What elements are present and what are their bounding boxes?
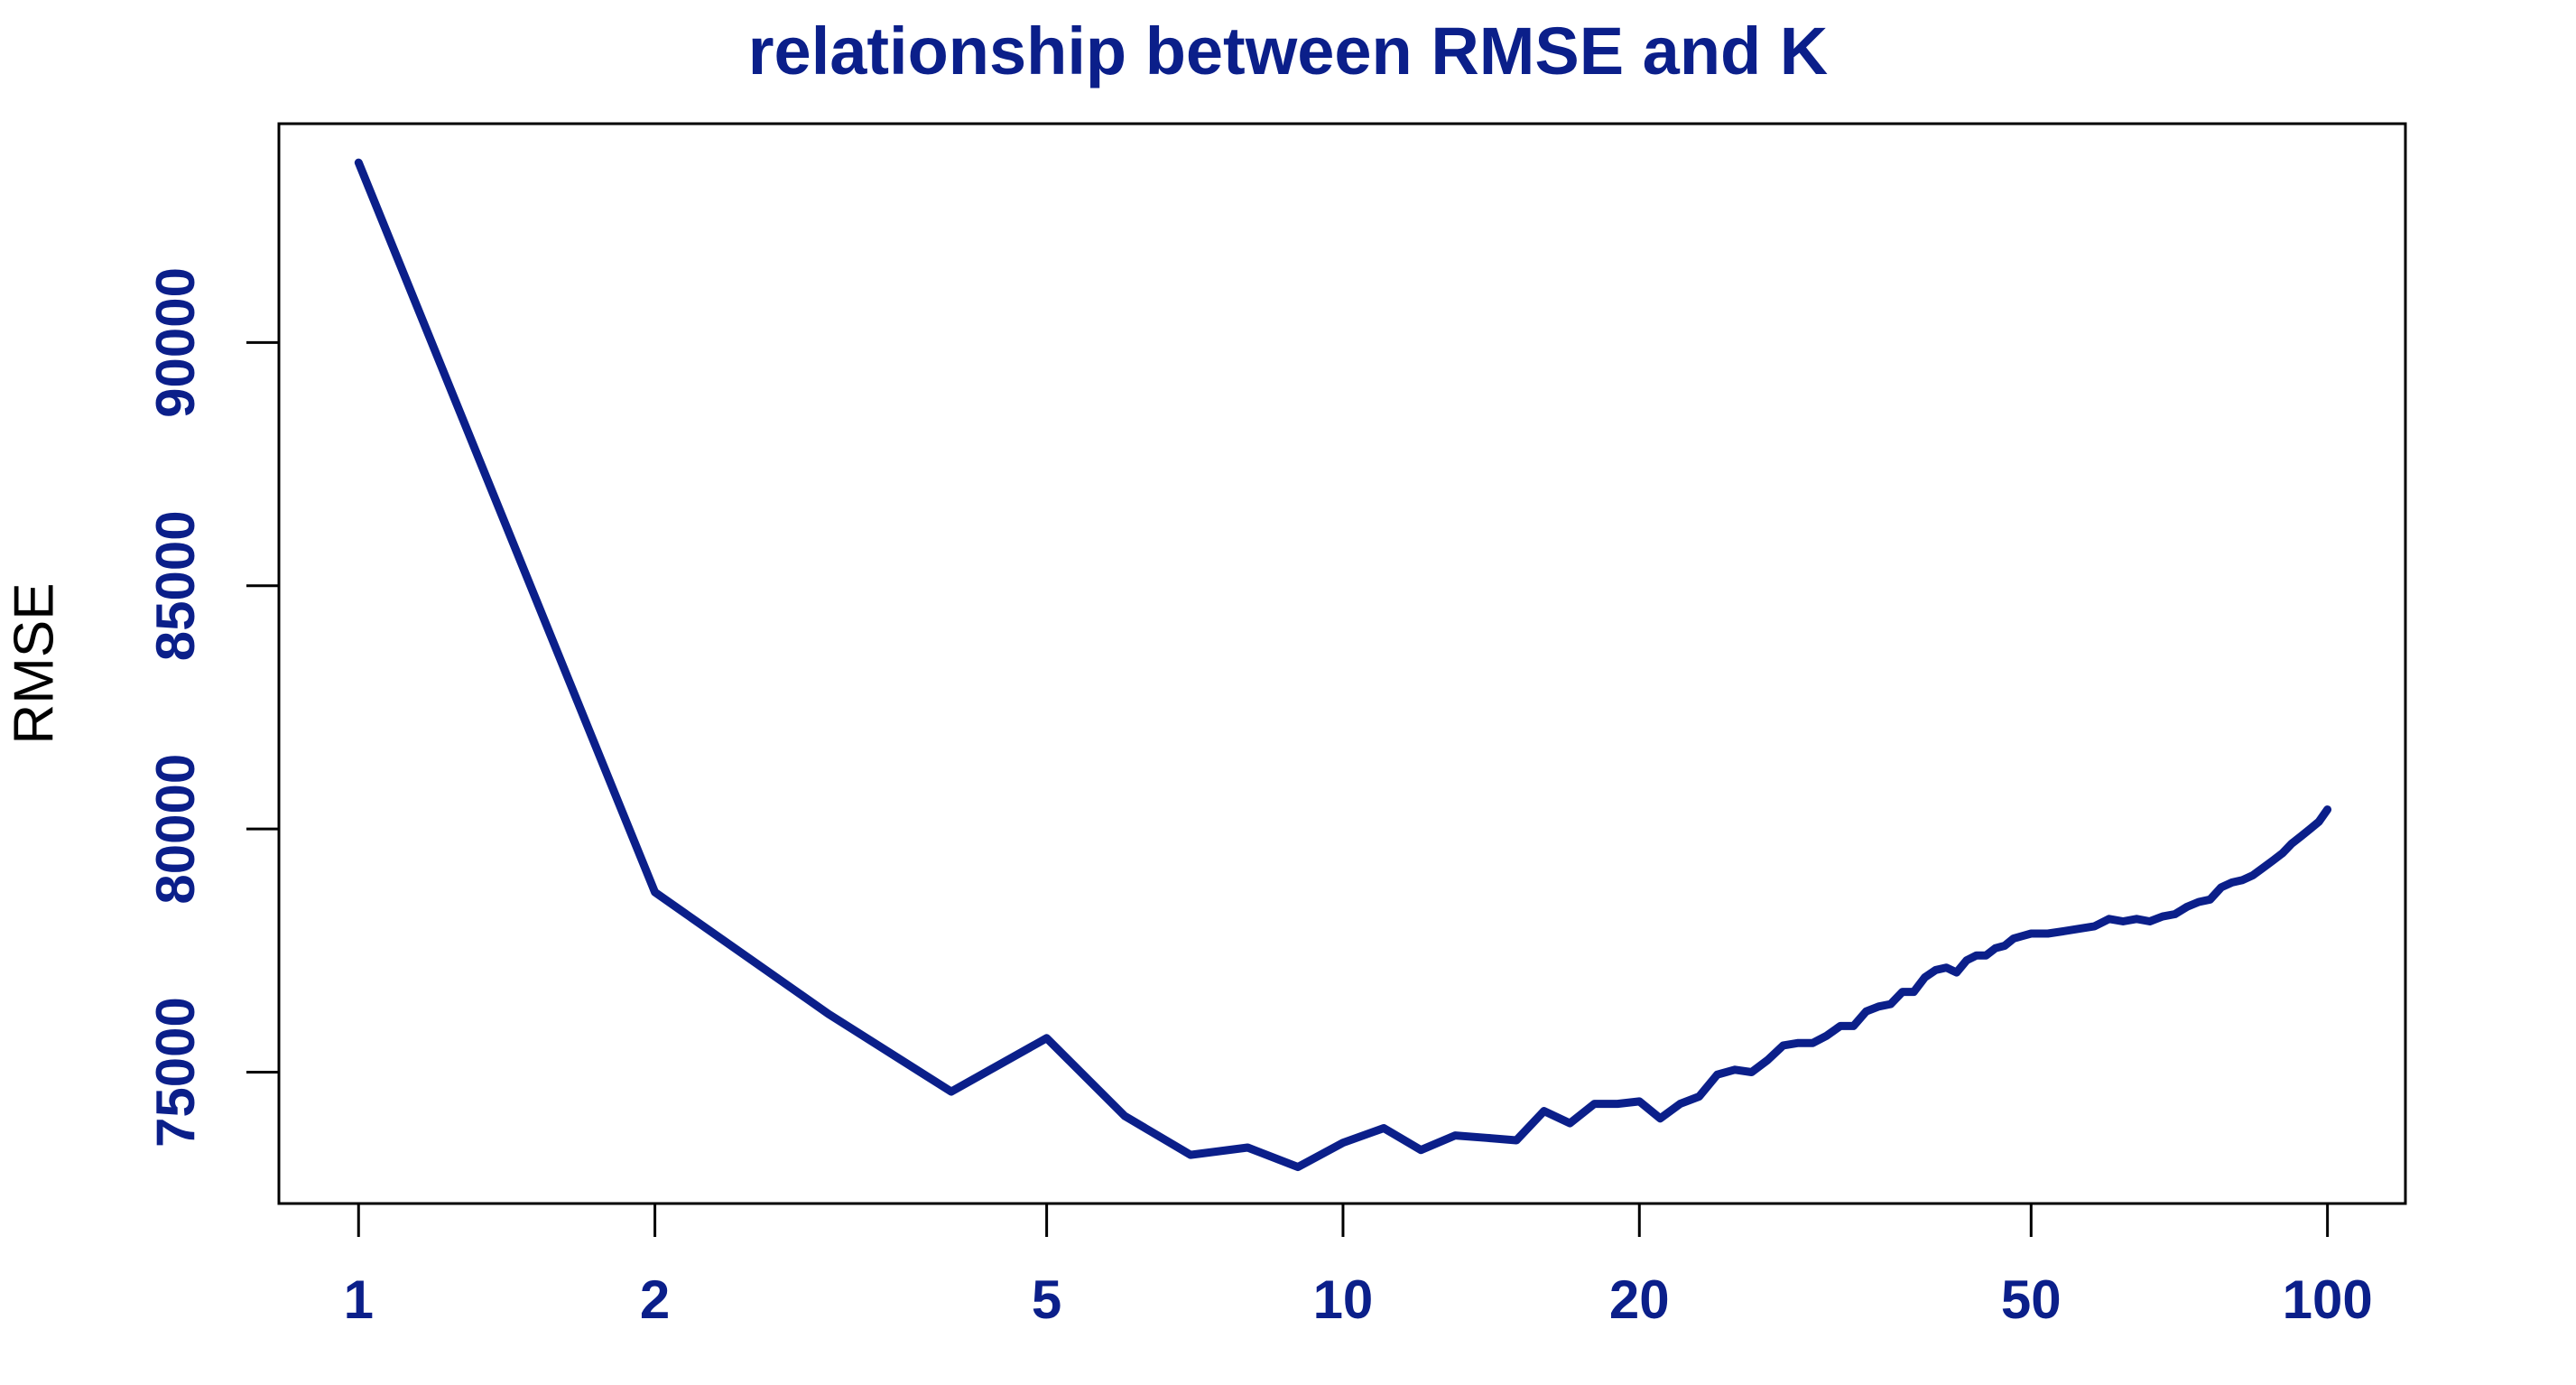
plot-frame: [277, 122, 2407, 1205]
y-tick-label-90000: 90000: [145, 267, 206, 418]
series-line: [354, 158, 2332, 1172]
y-axis: 75000 80000 85000 90000: [145, 267, 281, 1148]
x-tick-label-1: 1: [344, 1269, 374, 1330]
y-tick-label-80000: 80000: [145, 754, 206, 905]
y-tick-label-85000: 85000: [145, 510, 206, 661]
x-tick-label-2: 2: [640, 1269, 670, 1330]
x-tick-label-10: 10: [1313, 1269, 1374, 1330]
x-tick-label-100: 100: [2283, 1269, 2373, 1330]
x-axis: 1 2 5 10 20 50 100: [344, 1202, 2373, 1330]
x-tick-label-20: 20: [1609, 1269, 1670, 1330]
chart-title: relationship between RMSE and K: [747, 14, 1829, 88]
x-tick-label-50: 50: [2001, 1269, 2062, 1330]
x-tick-label-5: 5: [1032, 1269, 1061, 1330]
y-tick-label-75000: 75000: [145, 997, 206, 1148]
